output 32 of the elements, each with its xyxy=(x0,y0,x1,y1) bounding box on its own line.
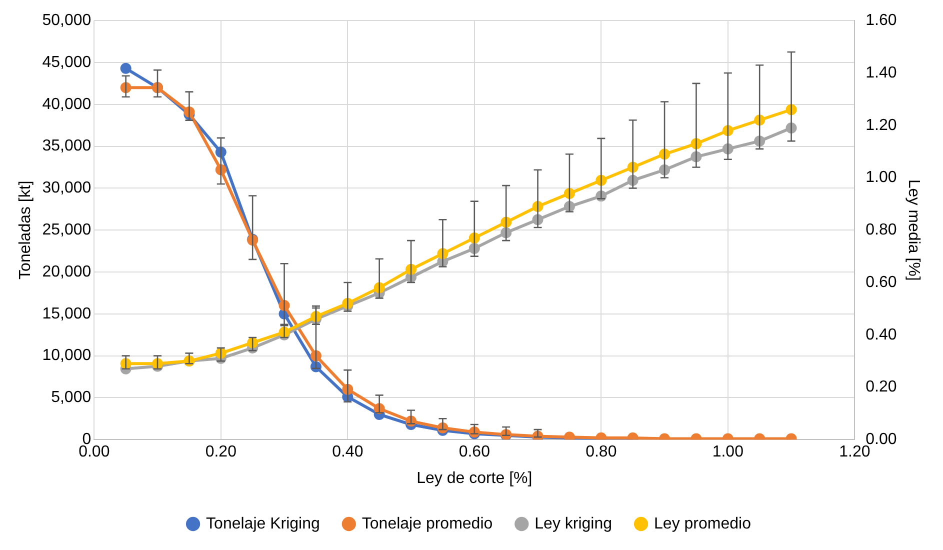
y2-axis-title: Ley media [%] xyxy=(904,179,922,281)
legend-label: Tonelaje Kriging xyxy=(206,515,320,532)
y2-tick-label: 1.60 xyxy=(866,12,897,30)
y2-tick-label: 1.20 xyxy=(866,116,897,134)
y2-tick-label: 1.40 xyxy=(866,64,897,82)
y-axis-title: Toneladas [kt] xyxy=(17,180,34,280)
y2-tick-label: 0.80 xyxy=(866,222,897,239)
y-tick-label: 5,000 xyxy=(51,389,92,406)
y-tick-label: 35,000 xyxy=(42,138,92,155)
y-tick-label: 25,000 xyxy=(42,222,92,239)
x-tick-label: 1.20 xyxy=(839,444,870,461)
x-tick-label: 0.40 xyxy=(332,444,364,461)
y2-tick-label: 0.40 xyxy=(866,326,897,344)
x-tick-label: 0.80 xyxy=(586,444,617,461)
y-tick-label: 20,000 xyxy=(42,263,92,280)
legend-label: Tonelaje promedio xyxy=(362,515,493,532)
x-tick-label: 0.20 xyxy=(205,444,237,461)
y2-tick-label: 0.20 xyxy=(866,378,897,396)
x-axis-title: Ley de corte [%] xyxy=(416,470,532,487)
y2-tick-label: 1.00 xyxy=(866,169,897,186)
y-tick-label: 15,000 xyxy=(42,305,92,322)
y-tick-label: 50,000 xyxy=(42,12,92,30)
point xyxy=(120,62,132,74)
y-tick-label: 30,000 xyxy=(42,180,92,197)
y-tick-label: 40,000 xyxy=(42,96,92,113)
legend-label: Ley kriging xyxy=(534,515,612,532)
y2-tick-label: 0.60 xyxy=(866,274,897,291)
x-tick-label: 1.00 xyxy=(712,444,744,461)
y-tick-label: 10,000 xyxy=(42,347,92,364)
x-tick-label: 0.60 xyxy=(458,444,490,461)
legend-label: Ley promedio xyxy=(654,515,752,532)
y-tick-label: 45,000 xyxy=(42,54,92,71)
